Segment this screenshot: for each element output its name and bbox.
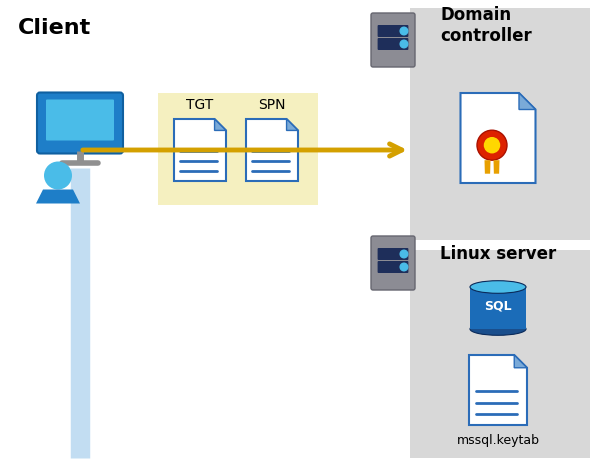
Circle shape bbox=[477, 130, 507, 160]
Polygon shape bbox=[485, 160, 491, 174]
FancyBboxPatch shape bbox=[37, 93, 123, 154]
Polygon shape bbox=[174, 119, 226, 181]
Polygon shape bbox=[469, 355, 527, 425]
FancyBboxPatch shape bbox=[371, 13, 415, 67]
Polygon shape bbox=[410, 8, 590, 240]
Text: Linux server: Linux server bbox=[440, 245, 556, 263]
Polygon shape bbox=[246, 119, 298, 181]
Circle shape bbox=[484, 137, 500, 154]
FancyBboxPatch shape bbox=[46, 100, 114, 140]
Circle shape bbox=[400, 27, 408, 35]
Polygon shape bbox=[410, 250, 590, 458]
Polygon shape bbox=[514, 355, 527, 368]
Polygon shape bbox=[461, 93, 536, 183]
FancyBboxPatch shape bbox=[377, 248, 409, 260]
FancyBboxPatch shape bbox=[158, 93, 318, 205]
Polygon shape bbox=[519, 93, 536, 110]
Polygon shape bbox=[215, 119, 226, 131]
Ellipse shape bbox=[470, 323, 526, 335]
FancyBboxPatch shape bbox=[371, 236, 415, 290]
Text: Client: Client bbox=[18, 18, 91, 38]
FancyBboxPatch shape bbox=[377, 25, 409, 37]
Polygon shape bbox=[287, 119, 298, 131]
Polygon shape bbox=[493, 160, 499, 174]
Ellipse shape bbox=[470, 281, 526, 293]
Polygon shape bbox=[470, 287, 526, 329]
Text: TGT: TGT bbox=[187, 98, 214, 112]
Text: SQL: SQL bbox=[484, 300, 512, 313]
Circle shape bbox=[44, 161, 72, 190]
FancyBboxPatch shape bbox=[377, 261, 409, 273]
Circle shape bbox=[400, 40, 408, 48]
Polygon shape bbox=[36, 190, 80, 204]
Circle shape bbox=[400, 263, 408, 271]
FancyBboxPatch shape bbox=[377, 38, 409, 50]
Text: SPN: SPN bbox=[258, 98, 286, 112]
Circle shape bbox=[400, 250, 408, 258]
Text: Domain
controller: Domain controller bbox=[440, 6, 532, 45]
Text: mssql.keytab: mssql.keytab bbox=[457, 434, 539, 447]
